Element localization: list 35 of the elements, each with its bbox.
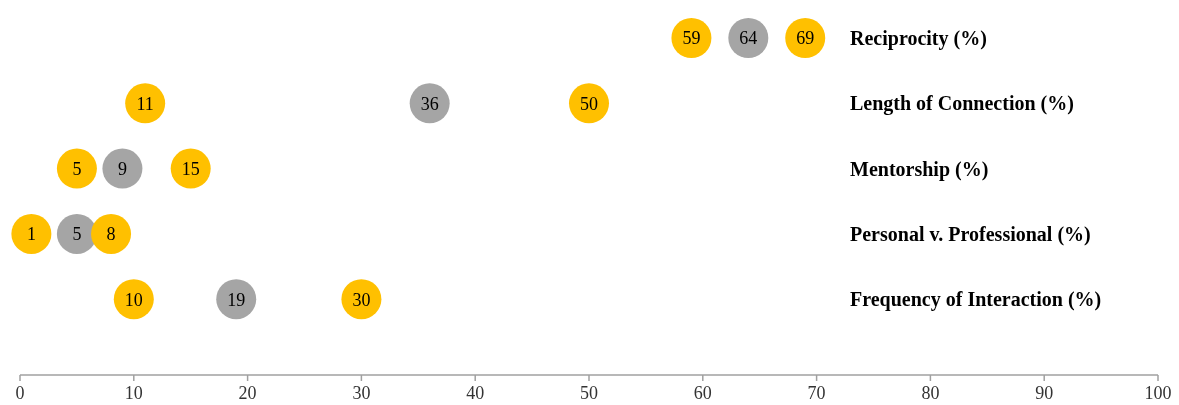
- point: [91, 213, 132, 254]
- data-label: 36: [420, 93, 439, 114]
- y-tick-label: Mentorship (%): [850, 157, 989, 181]
- x-tick-label: 60: [693, 383, 712, 403]
- data-label: 64: [739, 28, 758, 49]
- x-tick-label: 70: [807, 383, 826, 403]
- data-label: 5: [72, 224, 82, 245]
- x-tick-label: 50: [580, 383, 598, 403]
- x-tick-label: 80: [921, 383, 940, 403]
- x-tick-label: 0: [15, 383, 25, 403]
- data-label: 69: [796, 28, 815, 49]
- data-label: 1: [26, 224, 36, 245]
- x-tick-label: 30: [352, 383, 371, 403]
- y-tick-label: Length of Connection (%): [850, 92, 1074, 116]
- x-tick-label: 20: [238, 383, 257, 403]
- y-tick-label: Personal v. Professional (%): [850, 222, 1091, 246]
- data-label: 8: [106, 224, 116, 245]
- y-tick-label: Frequency of Interaction (%): [850, 288, 1102, 312]
- data-label: 19: [227, 289, 246, 310]
- data-label: 59: [682, 28, 701, 49]
- data-label: 11: [136, 93, 154, 114]
- x-tick-label: 10: [124, 383, 143, 403]
- x-tick-label: 90: [1035, 383, 1054, 403]
- data-label: 30: [352, 289, 371, 310]
- x-tick-label: 100: [1144, 383, 1172, 403]
- point: [102, 148, 143, 189]
- point: [56, 148, 97, 189]
- data-label: 50: [580, 93, 598, 114]
- data-label: 15: [181, 158, 200, 179]
- point: [11, 213, 52, 254]
- x-tick-label: 40: [466, 383, 485, 403]
- data-label: 5: [72, 158, 82, 179]
- y-tick-label: Reciprocity (%): [850, 27, 987, 50]
- data-label: 10: [124, 289, 143, 310]
- data-label: 9: [117, 158, 127, 179]
